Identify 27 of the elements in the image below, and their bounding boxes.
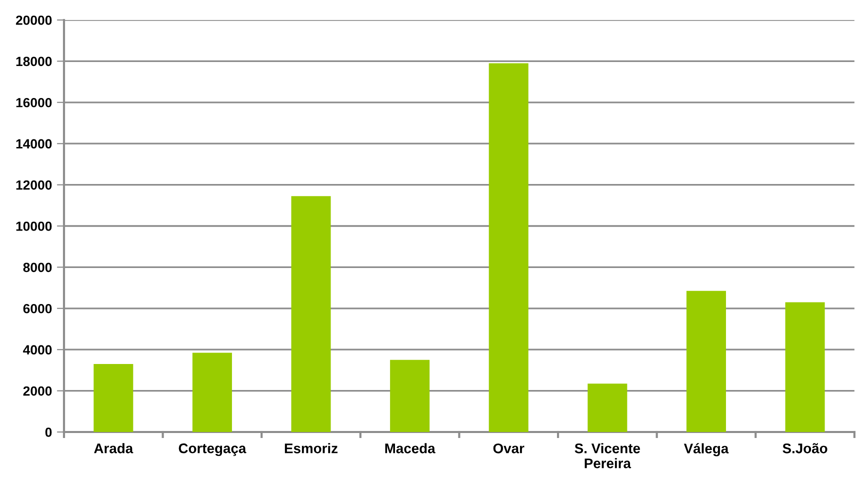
- bar: [785, 302, 825, 432]
- y-tick-label: 14000: [16, 139, 52, 149]
- x-tick-label: Maceda: [385, 443, 436, 454]
- y-tick-label: 2000: [23, 386, 52, 396]
- y-tick-label: 18000: [16, 56, 52, 66]
- x-tick-label: S.João: [782, 443, 828, 454]
- y-tick-label: 6000: [23, 304, 52, 314]
- x-tick-label: Ovar: [493, 443, 524, 454]
- y-tick-label: 0: [45, 428, 52, 437]
- x-tick-label: Esmoriz: [284, 443, 338, 454]
- y-tick-label: 8000: [23, 262, 52, 272]
- y-tick-label: 12000: [16, 180, 52, 190]
- bar: [588, 384, 628, 432]
- x-tick-label: Válega: [684, 443, 729, 456]
- bar: [390, 360, 430, 432]
- y-tick-label: 10000: [16, 222, 52, 231]
- bar: [94, 364, 134, 432]
- y-tick-label: 16000: [16, 98, 52, 108]
- y-tick-label: 4000: [23, 345, 52, 355]
- bar: [291, 196, 331, 432]
- bar: [488, 63, 528, 432]
- x-tick-label: Cortegaça: [178, 443, 246, 456]
- bar: [192, 352, 232, 432]
- x-tick-label: Arada: [94, 443, 134, 454]
- bar: [686, 290, 726, 432]
- y-tick-label: 20000: [16, 16, 52, 25]
- x-tick-label: S. Vicente Pereira: [574, 443, 640, 468]
